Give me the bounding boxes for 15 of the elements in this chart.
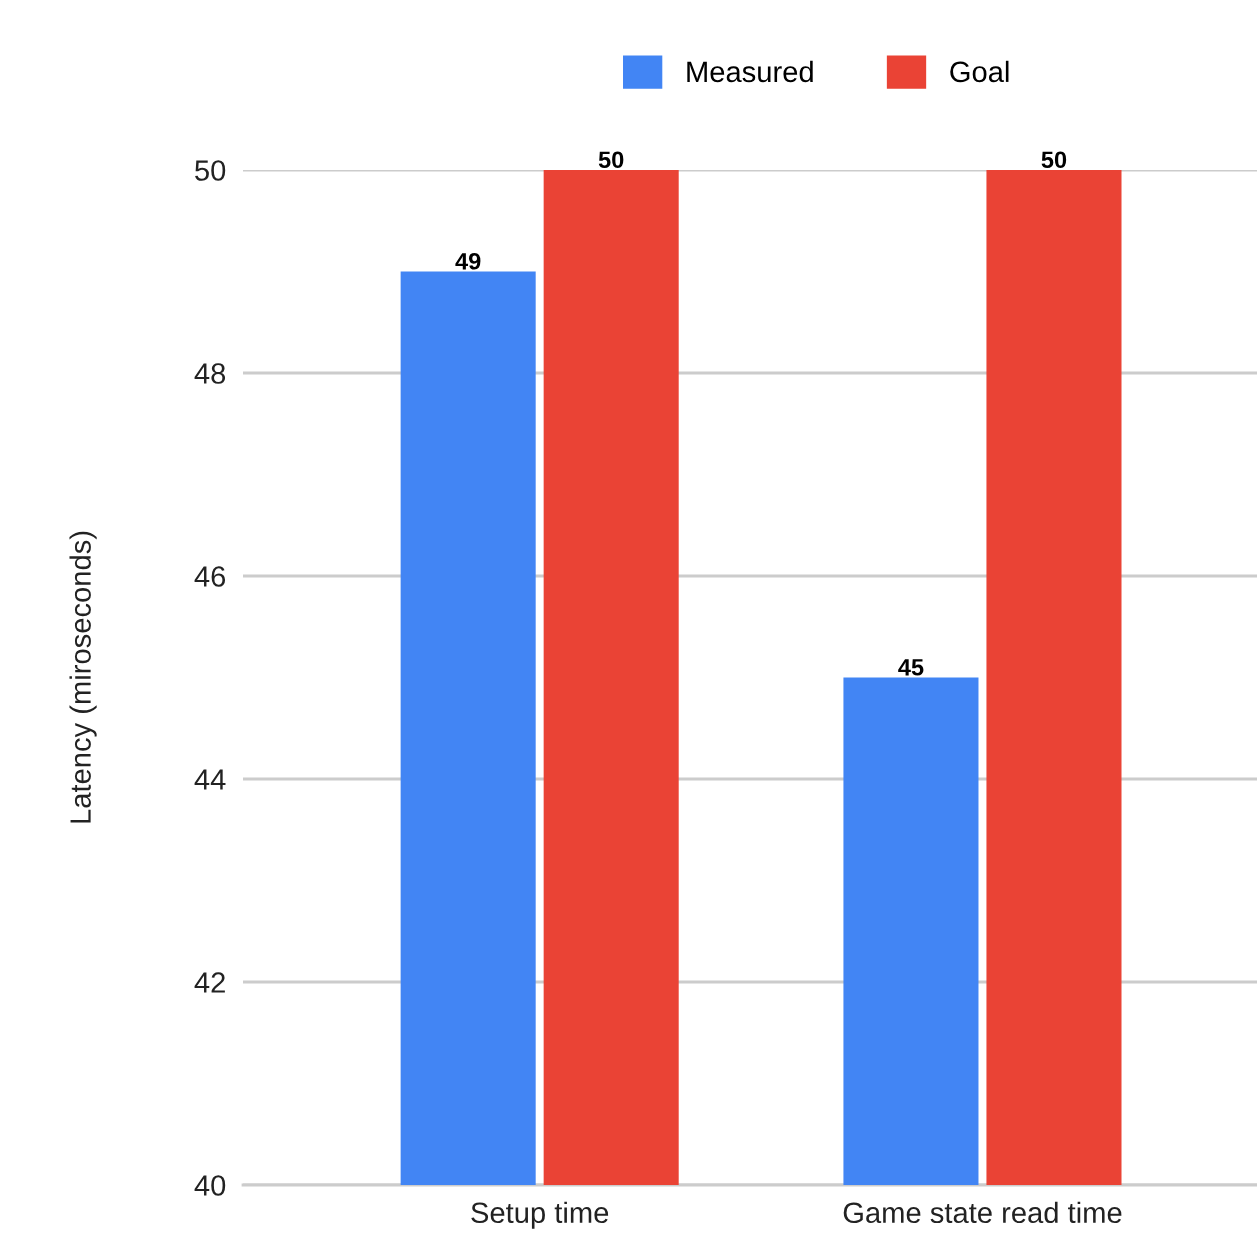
y-tick-label: 46 — [194, 566, 226, 587]
x-tick-label: Game state read time — [843, 1201, 1122, 1224]
legend-label: Goal — [950, 60, 1009, 83]
x-tick-label: Setup time — [471, 1201, 609, 1229]
y-tick-label: 50 — [195, 160, 226, 181]
data-label: 50 — [1041, 151, 1067, 169]
y-tick-label: 42 — [194, 972, 225, 993]
data-label: 45 — [898, 659, 924, 676]
data-label: 50 — [598, 151, 624, 169]
data-label: 49 — [455, 252, 481, 270]
y-tick-label: 40 — [194, 1175, 226, 1196]
y-axis-title: Latency (miroseconds) — [69, 531, 97, 823]
y-tick-label: 48 — [194, 363, 226, 384]
legend-label: Measured — [687, 60, 813, 83]
y-tick-label: 44 — [194, 769, 226, 790]
